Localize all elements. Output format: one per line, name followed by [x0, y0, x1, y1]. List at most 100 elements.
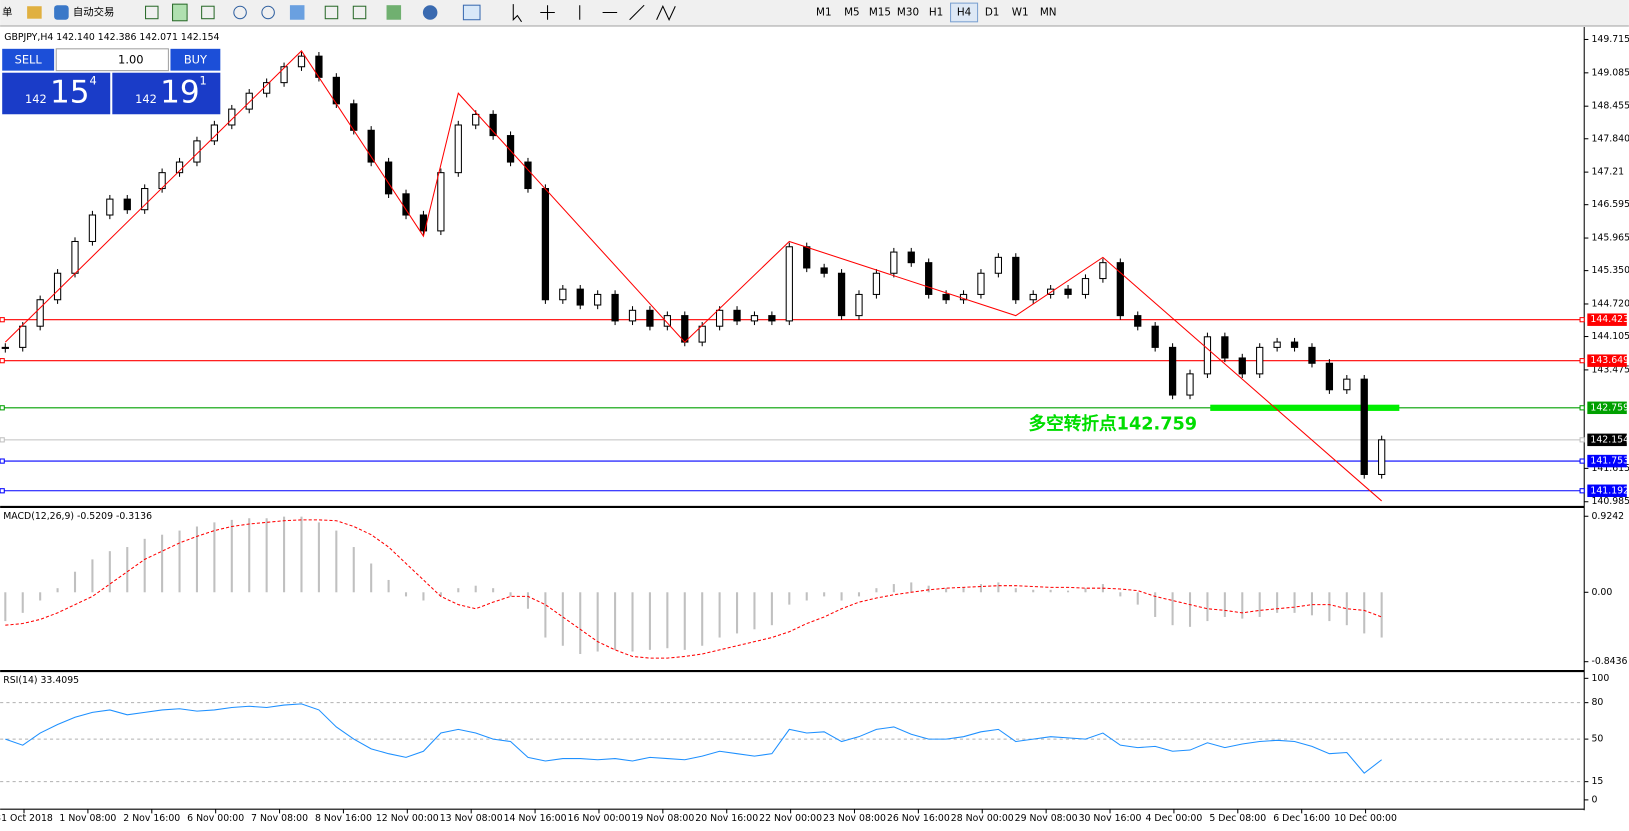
level-tag [1587, 401, 1627, 415]
icon[interactable] [27, 6, 42, 19]
candle [71, 240, 79, 274]
menu-label[interactable]: 单 [2, 6, 12, 18]
timeframe[interactable]: M15 [869, 6, 891, 18]
candle [1238, 357, 1246, 375]
y-tick-label: 149.085 [1591, 67, 1629, 78]
candle [628, 309, 637, 322]
candle [472, 113, 480, 126]
y-tick-label: 0.00 [1591, 587, 1612, 598]
x-tick-label: 8 Nov 16:00 [315, 813, 372, 824]
timeframe[interactable]: H1 [929, 6, 943, 18]
level-handle [1579, 317, 1585, 323]
icon[interactable] [54, 5, 69, 20]
bid-sup: 4 [89, 74, 96, 88]
timeframe-active [950, 2, 979, 23]
timeframe[interactable]: D1 [985, 6, 1000, 18]
y-tick-label: 100 [1591, 673, 1609, 684]
icon[interactable] [172, 3, 188, 22]
candle [733, 309, 741, 322]
x-tick-label: 4 Dec 00:00 [1146, 813, 1203, 824]
bid-box[interactable] [2, 72, 111, 115]
timeframe[interactable]: MN [1040, 6, 1057, 18]
icon[interactable] [201, 5, 215, 20]
auto-trade[interactable]: 自动交易 [73, 5, 115, 18]
candle [36, 299, 44, 327]
candle [1029, 293, 1037, 301]
timeframe[interactable]: H4 [957, 6, 972, 18]
level-tag [1587, 354, 1627, 367]
level-label: 143.649 [1590, 355, 1629, 366]
candle [1099, 262, 1107, 280]
ask-box[interactable] [112, 72, 221, 115]
icon[interactable] [656, 4, 676, 21]
candle [106, 198, 114, 216]
icon[interactable] [289, 5, 305, 20]
timeframe[interactable]: M1 [816, 6, 832, 18]
candle [1116, 262, 1124, 317]
y-tick-label: 80 [1591, 697, 1603, 708]
timeframe[interactable]: W1 [1012, 6, 1029, 18]
candle [1273, 341, 1281, 348]
candle [524, 161, 532, 190]
y-tick-label: 147.21 [1591, 167, 1624, 178]
sell-button[interactable] [2, 48, 55, 71]
x-tick-label: 28 Nov 00:00 [951, 813, 1014, 824]
icon[interactable] [579, 4, 645, 21]
bid-prefix: 142 [25, 92, 47, 106]
ask-sup: 1 [200, 74, 207, 88]
icon[interactable] [540, 5, 555, 20]
candle [1134, 315, 1142, 327]
candle [803, 246, 811, 269]
timeframe[interactable]: M5 [844, 6, 860, 18]
x-tick-label: 22 Nov 00:00 [759, 813, 822, 824]
x-tick-label: 7 Nov 08:00 [251, 813, 308, 824]
candle [890, 251, 898, 274]
candle [977, 272, 985, 295]
lot-input[interactable] [55, 48, 169, 72]
icon[interactable] [324, 5, 339, 20]
candle [820, 267, 828, 274]
icon[interactable] [145, 5, 159, 20]
buy-button[interactable] [170, 48, 221, 71]
level-tag [1587, 313, 1627, 326]
candle [280, 66, 288, 84]
candle [193, 140, 201, 163]
candle [1256, 346, 1264, 375]
ask-big: 19 [160, 74, 200, 110]
y-tick-label: 15 [1591, 776, 1603, 787]
icon[interactable] [233, 5, 247, 20]
icon[interactable] [512, 4, 523, 23]
candle [1151, 325, 1159, 348]
x-tick-label: 6 Nov 00:00 [187, 813, 244, 824]
rsi-label: RSI(14) 33.4095 [3, 675, 79, 686]
candle [1081, 278, 1090, 295]
icon[interactable] [261, 5, 275, 20]
chart-title: GBPJPY,H4 142.140 142.386 142.071 142.15… [4, 32, 219, 43]
candle [594, 293, 602, 306]
icon[interactable] [386, 5, 402, 20]
y-tick-label: 145.965 [1591, 233, 1629, 244]
buy-label: BUY [184, 53, 207, 67]
candle [907, 251, 915, 264]
x-tick-label: 30 Nov 16:00 [1079, 813, 1142, 824]
x-tick-label: 10 Dec 00:00 [1334, 813, 1397, 824]
y-tick-label: 0 [1591, 794, 1597, 805]
x-tick-label: 31 Oct 2018 [0, 813, 53, 824]
timeframe[interactable]: M30 [897, 6, 919, 18]
icon[interactable] [422, 5, 438, 20]
candle [925, 262, 933, 295]
level-handle [1579, 437, 1585, 443]
candle [837, 272, 846, 317]
x-tick-label: 29 Nov 08:00 [1015, 813, 1078, 824]
candle [1290, 341, 1299, 348]
sell-label: SELL [15, 53, 43, 67]
x-tick-label: 2 Nov 16:00 [123, 813, 180, 824]
candle [1168, 346, 1177, 396]
icon[interactable] [462, 4, 481, 21]
level-tag [1587, 454, 1627, 468]
candle [611, 293, 619, 322]
icon[interactable] [352, 5, 367, 20]
macd-label: MACD(12,26,9) -0.5209 -0.3136 [3, 511, 152, 522]
candle [785, 246, 793, 322]
